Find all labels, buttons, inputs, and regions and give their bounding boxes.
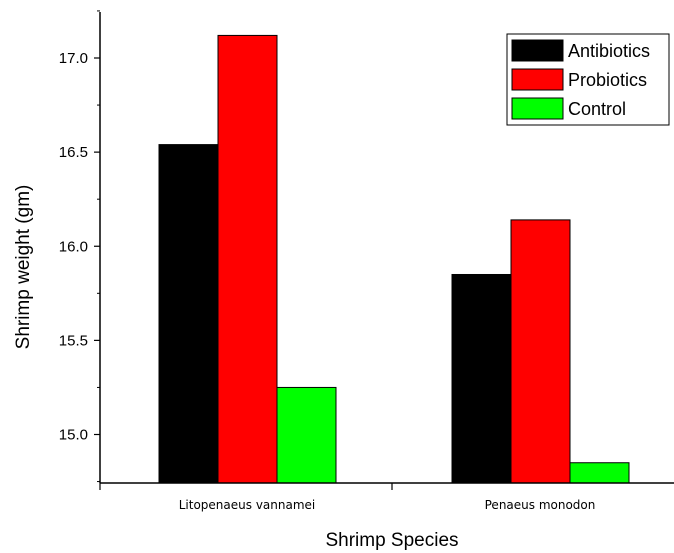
y-tick-label: 17.0 <box>59 50 88 67</box>
legend-swatch-probiotics <box>511 68 564 91</box>
axes <box>99 12 674 484</box>
x-category-label: Litopenaeus vannamei <box>179 498 316 512</box>
legend-swatch-control <box>511 97 564 120</box>
bar-control-1 <box>276 386 337 484</box>
x-category-label: Penaeus monodon <box>485 498 596 512</box>
y-tick-label: 15.5 <box>59 332 88 349</box>
y-tick-label: 16.5 <box>59 144 88 161</box>
legend-label-antibiotics: Antibiotics <box>568 41 650 61</box>
legend: Antibiotics Probiotics Control <box>506 33 670 126</box>
y-tick-label: 15.0 <box>59 427 88 444</box>
bars <box>158 34 630 484</box>
x-axis-title: Shrimp Species <box>325 530 458 551</box>
y-axis-title: Shrimp weight (gm) <box>13 185 34 350</box>
bar-antibiotics-1 <box>158 144 219 484</box>
x-axis-ticks <box>99 483 393 490</box>
y-tick-label: 16.0 <box>59 238 88 255</box>
bar-probiotics-2 <box>510 219 571 484</box>
y-axis-ticks: 15.0 15.5 16.0 16.5 17.0 <box>59 10 100 483</box>
bar-control-2 <box>569 462 630 484</box>
legend-swatch-antibiotics <box>511 39 564 62</box>
legend-label-probiotics: Probiotics <box>568 70 647 90</box>
bar-probiotics-1 <box>217 34 278 484</box>
bar-antibiotics-2 <box>451 273 512 484</box>
x-axis-category-labels: Litopenaeus vannamei Penaeus monodon <box>179 498 596 512</box>
legend-label-control: Control <box>568 99 626 119</box>
